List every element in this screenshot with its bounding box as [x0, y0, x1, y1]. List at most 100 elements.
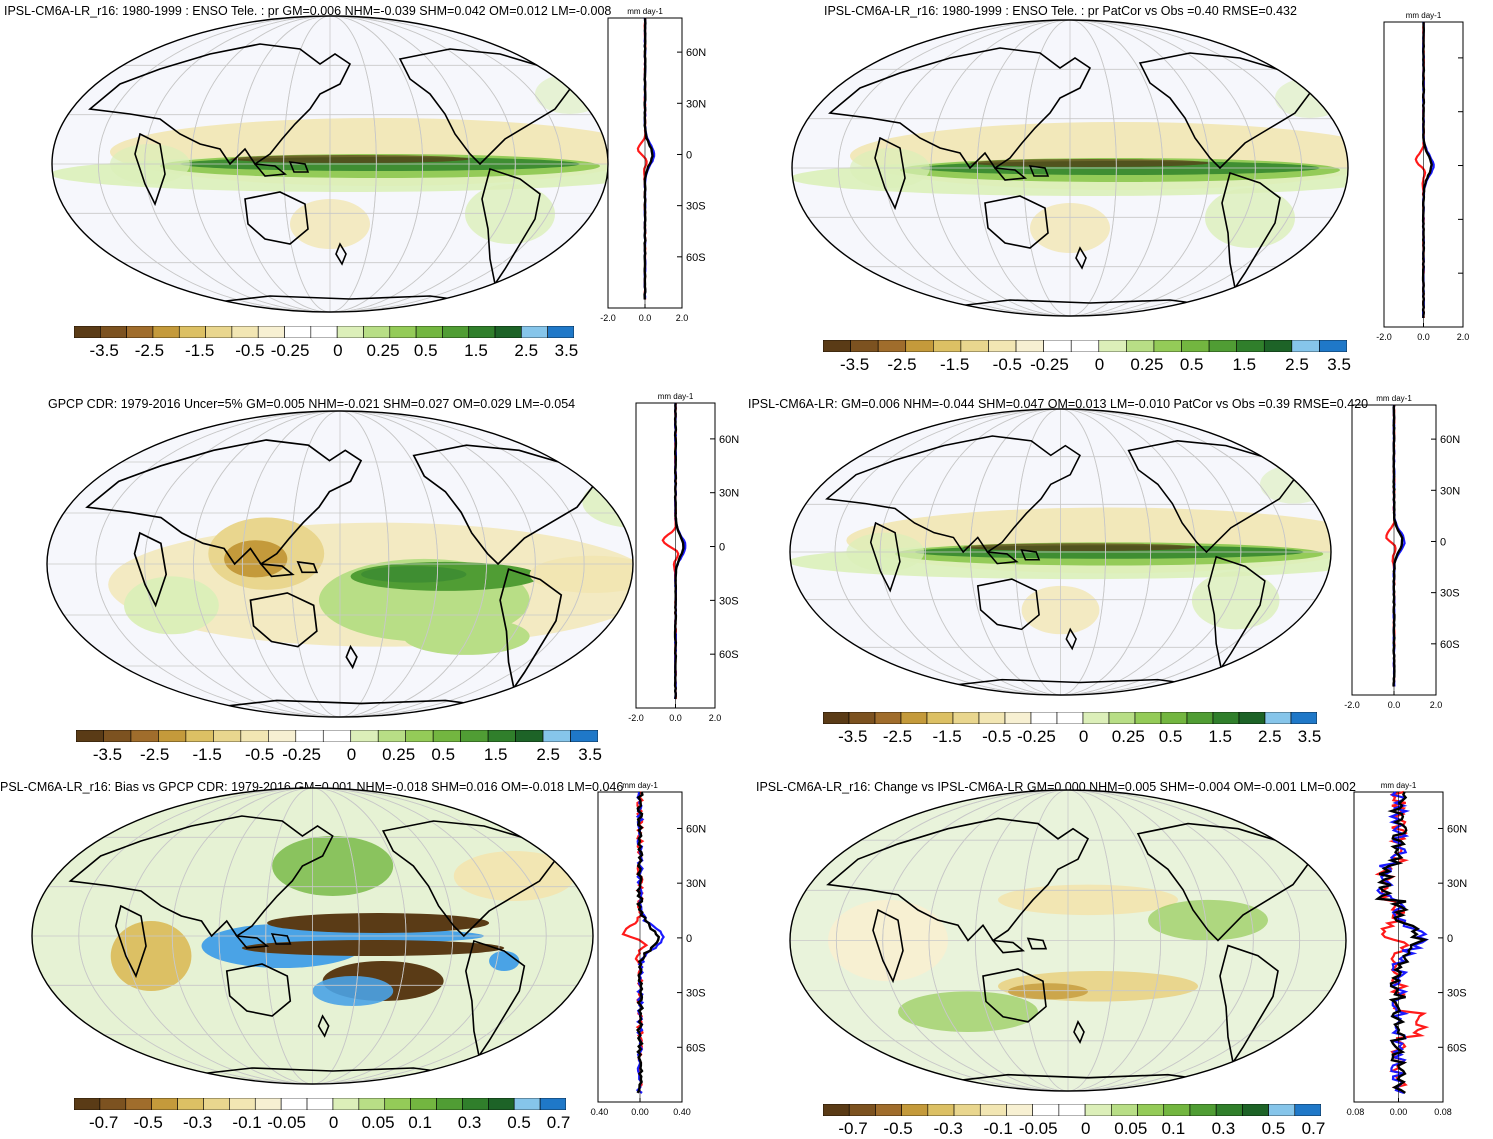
colorbar-label: 0 — [1095, 355, 1104, 375]
colorbar-label: -3.5 — [840, 355, 869, 375]
colorbar-label: -0.5 — [982, 727, 1011, 747]
colorbar-label: -0.25 — [1030, 355, 1069, 375]
lat-tick-label: 60S — [1447, 1042, 1467, 1054]
unit-label: mm day-1 — [1406, 11, 1442, 20]
colorbar-label: 0.7 — [547, 1113, 571, 1133]
colorbar-swatch — [153, 326, 179, 338]
colorbar-label: 0.5 — [1180, 355, 1204, 375]
colorbar-swatch — [186, 730, 213, 742]
colorbar-swatch — [1213, 712, 1239, 724]
lat-tick-label: 30N — [1447, 878, 1467, 890]
x-tick-label: 0.40 — [673, 1107, 691, 1117]
colorbar-swatch — [1190, 1104, 1216, 1116]
colorbar-label: -2.5 — [135, 341, 164, 361]
panel-top-left: IPSL-CM6A-LR_r16: 1980-1999 : ENSO Tele.… — [0, 0, 746, 380]
colorbar-swatch — [442, 326, 468, 338]
zonal-curve — [638, 792, 659, 1093]
colorbar-label: 0.05 — [1114, 1119, 1147, 1139]
colorbar-swatch — [980, 1104, 1006, 1116]
colorbar-swatch — [1126, 340, 1154, 352]
colorbar-label: -2.5 — [883, 727, 912, 747]
lat-tick-label: 60N — [1447, 823, 1467, 835]
colorbar-swatch — [1154, 340, 1182, 352]
colorbar-swatch — [823, 712, 849, 724]
colorbar-swatch — [928, 1104, 954, 1116]
x-tick-label: 2.0 — [1457, 332, 1470, 342]
panel-bottom-right: IPSL-CM6A-LR_r16: Change vs IPSL-CM6A-LR… — [746, 772, 1493, 1137]
colorbar-swatch — [849, 1104, 875, 1116]
colorbar-swatch — [933, 340, 961, 352]
colorbar-swatch — [203, 1098, 229, 1110]
colorbar-label: -0.3 — [183, 1113, 212, 1133]
colorbar-label: 2.5 — [514, 341, 538, 361]
colorbar-swatch — [363, 326, 389, 338]
colorbar-swatch — [540, 1098, 566, 1110]
colorbar-swatch — [241, 730, 268, 742]
lat-tick-label: 30N — [686, 98, 706, 110]
panel-title: IPSL-CM6A-LR_r16: 1980-1999 : ENSO Tele.… — [824, 4, 1297, 18]
colorbar-swatch — [74, 1098, 100, 1110]
colorbar-swatch — [849, 712, 875, 724]
colorbar-swatch — [127, 326, 153, 338]
colorbar — [74, 326, 574, 338]
colorbar-label: -0.5 — [235, 341, 264, 361]
colorbar-swatch — [229, 1098, 255, 1110]
colorbar-swatch — [281, 1098, 307, 1110]
colorbar-swatch — [100, 326, 126, 338]
colorbar-swatch — [516, 730, 543, 742]
colorbar-swatch — [1242, 1104, 1268, 1116]
world-map — [788, 788, 1348, 1093]
colorbar-swatch — [1057, 712, 1083, 724]
colorbar-swatch — [1071, 340, 1099, 352]
colorbar-swatch — [901, 712, 927, 724]
lat-tick-label: 60S — [686, 252, 706, 264]
colorbar-swatch — [1033, 1104, 1059, 1116]
colorbar-label: -1.5 — [192, 745, 221, 765]
colorbar-label: 2.5 — [536, 745, 560, 765]
colorbar-label: -0.05 — [1019, 1119, 1058, 1139]
colorbar-swatch — [1099, 340, 1127, 352]
lat-tick-label: 60N — [719, 434, 739, 446]
colorbar-swatch — [878, 340, 906, 352]
colorbar-label: -0.5 — [883, 1119, 912, 1139]
lat-tick-label: 30N — [1440, 485, 1460, 497]
colorbar-label: -0.25 — [271, 341, 310, 361]
colorbar-swatch — [548, 326, 574, 338]
colorbar — [74, 1098, 566, 1110]
colorbar-swatch — [1187, 712, 1213, 724]
lat-tick-label: 30S — [1440, 588, 1460, 600]
colorbar-swatch — [131, 730, 158, 742]
colorbar-swatch — [323, 730, 350, 742]
colorbar-swatch — [875, 712, 901, 724]
colorbar-swatch — [1111, 1104, 1137, 1116]
colorbar-swatch — [1295, 1104, 1321, 1116]
world-map — [50, 14, 610, 314]
colorbar-label: -1.5 — [940, 355, 969, 375]
colorbar-label: 0.5 — [431, 745, 455, 765]
lat-tick-label: 30S — [686, 988, 706, 1000]
colorbar-swatch — [1006, 1104, 1032, 1116]
colorbar — [823, 712, 1317, 724]
panel-bottom-left: PSL-CM6A-LR_r16: Bias vs GPCP CDR: 1979-… — [0, 772, 746, 1137]
colorbar-swatch — [1109, 712, 1135, 724]
colorbar-swatch — [337, 326, 363, 338]
lat-tick-label: 30S — [1447, 988, 1467, 1000]
colorbar-label: -3.5 — [89, 341, 118, 361]
colorbar-swatch — [1059, 1104, 1085, 1116]
x-tick-label: -2.0 — [628, 713, 644, 723]
colorbar-swatch — [823, 1104, 849, 1116]
colorbar-swatch — [462, 1098, 488, 1110]
colorbar-swatch — [571, 730, 598, 742]
colorbar-label: -0.7 — [89, 1113, 118, 1133]
x-tick-label: 0.0 — [1388, 700, 1401, 710]
colorbar-swatch — [488, 1098, 514, 1110]
unit-label: mm day-1 — [1381, 781, 1417, 790]
colorbar-swatch — [232, 326, 258, 338]
lat-tick-label: 0 — [719, 542, 725, 554]
colorbar-swatch — [514, 1098, 540, 1110]
